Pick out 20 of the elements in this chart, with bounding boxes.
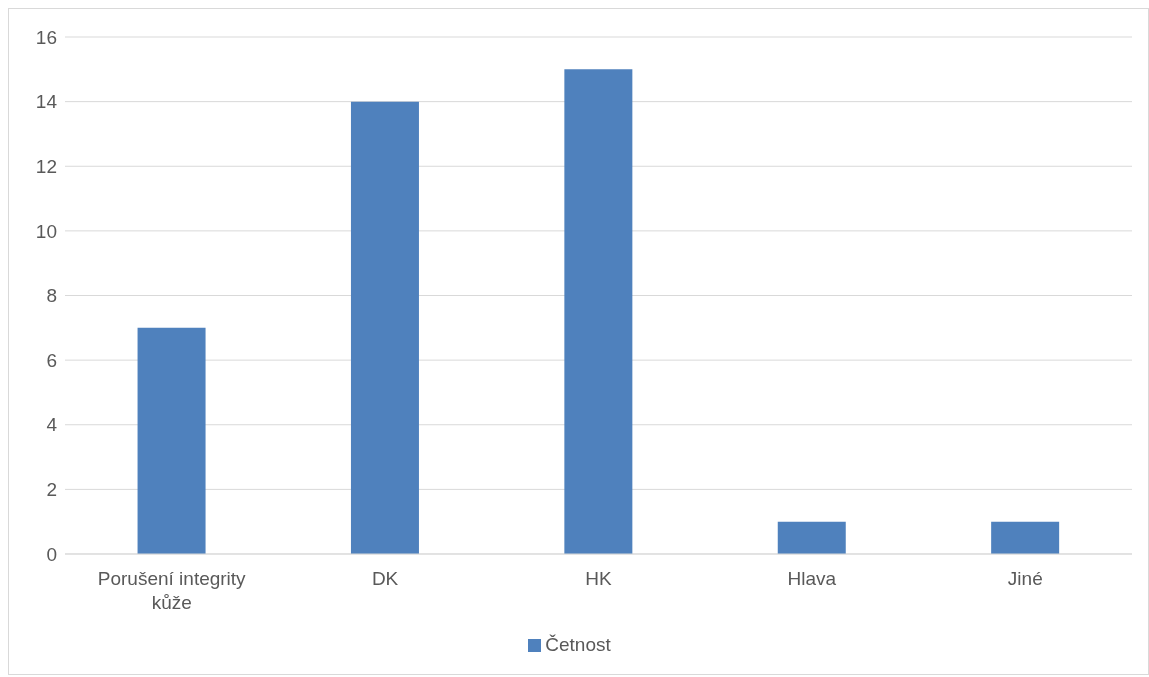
y-tick-label: 12 xyxy=(35,155,57,177)
bar xyxy=(564,69,633,554)
y-tick-label: 16 xyxy=(35,26,57,48)
y-tick-label: 6 xyxy=(46,349,57,371)
x-tick-label: Porušení integrity kůže xyxy=(97,568,247,613)
x-tick-label: Hlava xyxy=(787,568,837,589)
y-tick-label: 8 xyxy=(46,285,57,307)
y-tick-label: 2 xyxy=(46,479,57,501)
bar xyxy=(777,521,846,554)
legend-label: Četnost xyxy=(545,634,611,655)
y-tick-label: 10 xyxy=(35,220,57,242)
x-tick-label: DK xyxy=(371,568,399,589)
y-tick-label: 14 xyxy=(35,91,58,113)
bar xyxy=(991,521,1060,554)
x-tick-label: HK xyxy=(585,568,613,589)
bar xyxy=(137,327,206,554)
bar xyxy=(350,101,419,554)
y-tick-label: 0 xyxy=(46,543,57,565)
x-tick-label: Jiné xyxy=(1007,568,1043,589)
y-tick-label: 4 xyxy=(46,414,58,436)
